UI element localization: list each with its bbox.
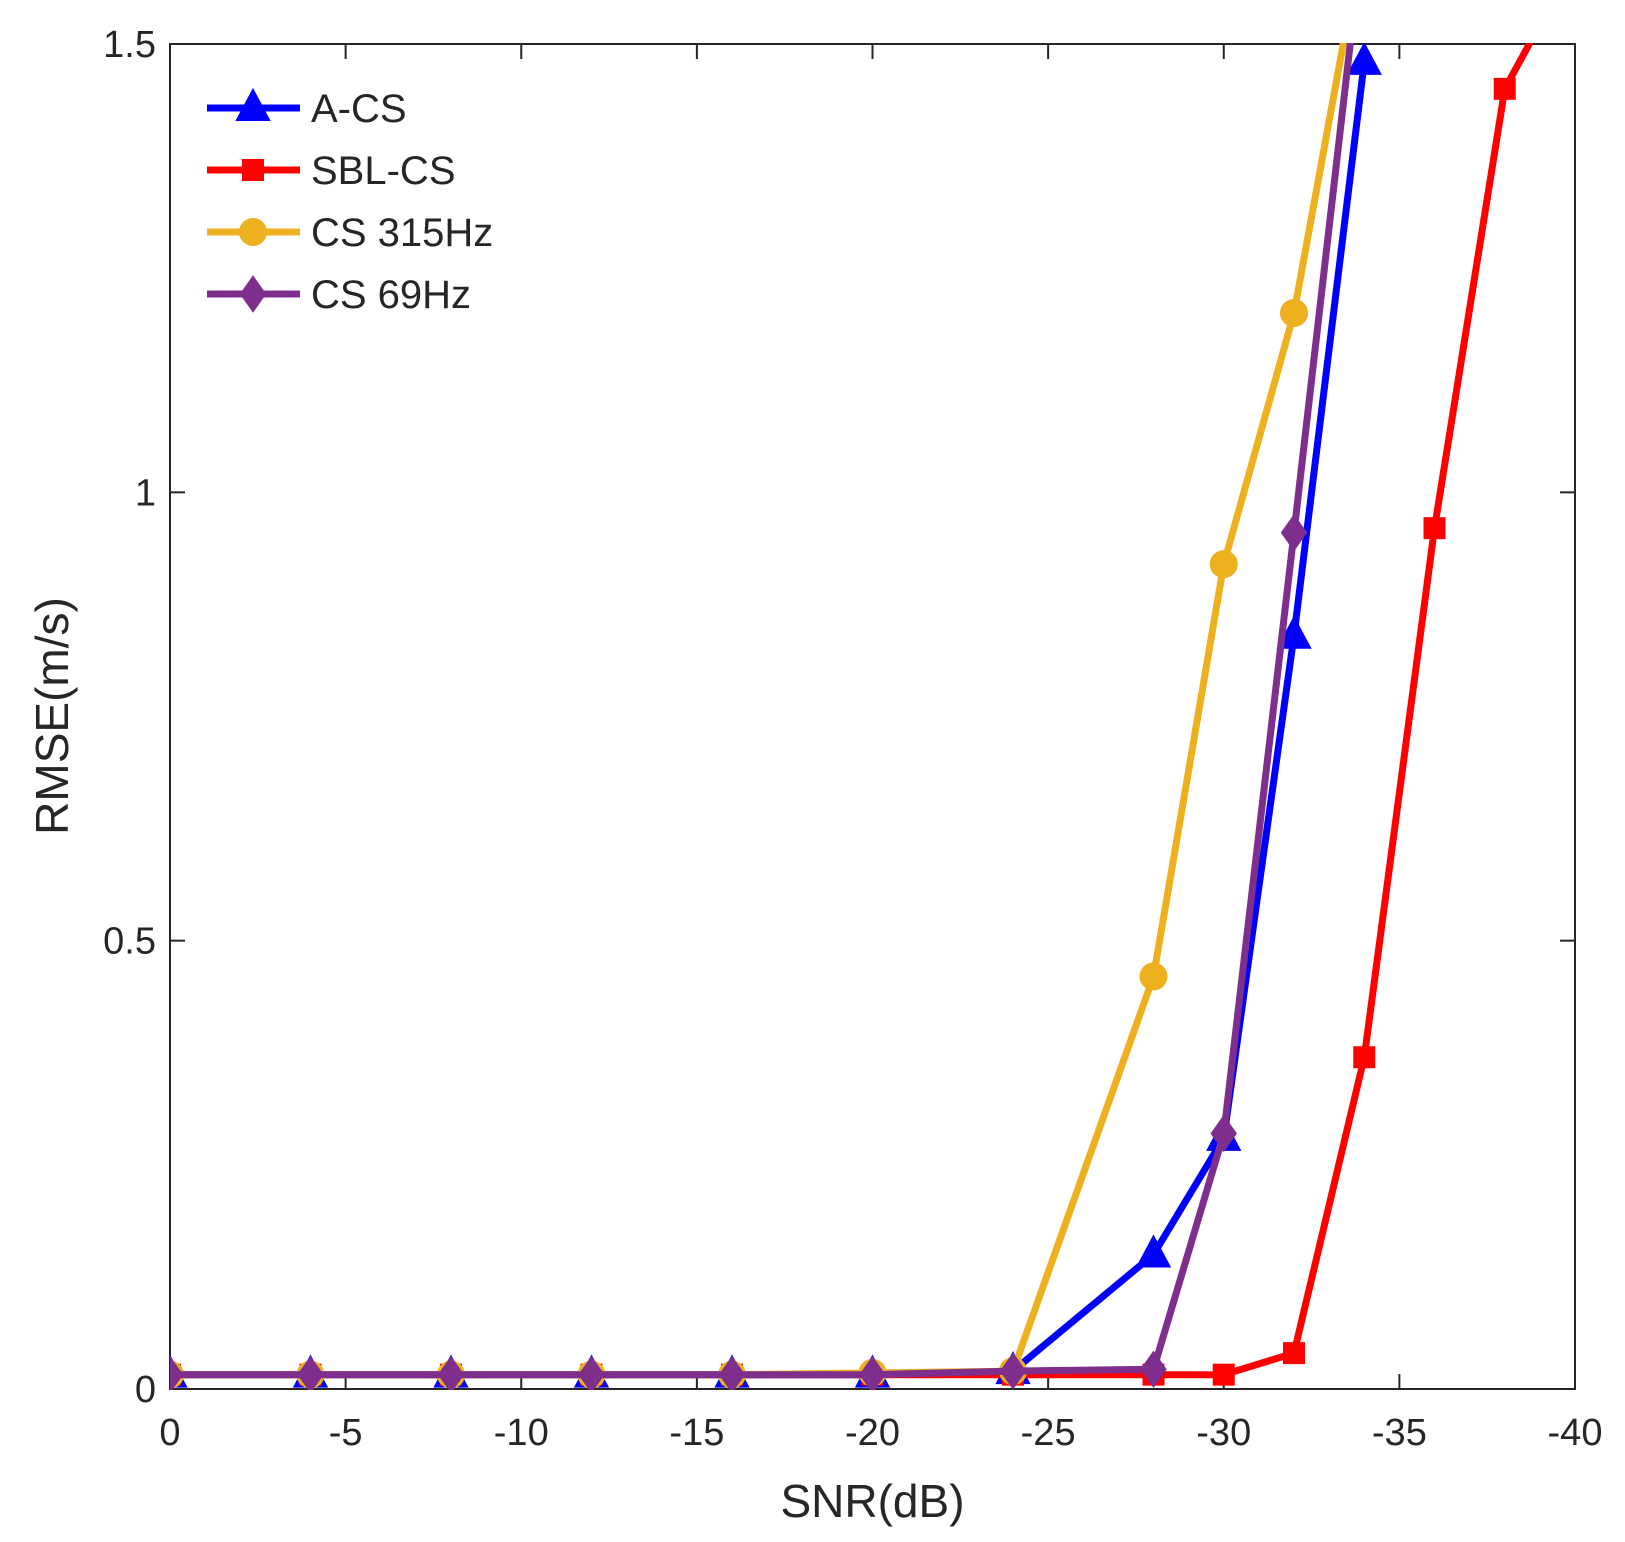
data-point-cs-69hz <box>1210 1114 1237 1153</box>
legend-marker <box>239 275 267 313</box>
data-point-cs-69hz <box>578 1355 605 1390</box>
y-tick-label: 1.5 <box>103 24 156 66</box>
x-axis-label: SNR(dB) <box>780 1475 964 1527</box>
x-tick-label: 0 <box>159 1412 180 1454</box>
data-point-cs-69hz <box>718 1355 746 1390</box>
data-point-cs-69hz <box>1140 1350 1167 1389</box>
legend-marker <box>235 87 271 121</box>
y-tick-label: 1 <box>135 472 156 514</box>
data-point-cs-69hz <box>297 1355 324 1390</box>
ticks: 0 -5 -10 -15 -20 -25 -30 -35 -40 0 0.5 1 1.5 <box>103 24 1602 1454</box>
legend-label: CS 69Hz <box>311 273 471 317</box>
data-point-sbl-cs <box>1283 1342 1305 1365</box>
x-tick-label: -40 <box>1548 1412 1603 1454</box>
data-point-sbl-cs <box>1353 1046 1376 1069</box>
data-point-a-cs <box>1135 1234 1172 1268</box>
data-point-cs-315hz <box>1209 550 1238 579</box>
legend-item-a-cs: A-CS <box>207 87 407 131</box>
data-point-sbl-cs <box>1423 517 1446 540</box>
x-tick-label: -35 <box>1372 1412 1427 1454</box>
x-tick-label: -15 <box>669 1412 724 1454</box>
x-tick-label: -10 <box>494 1412 549 1454</box>
data-point-sbl-cs <box>1212 1363 1235 1386</box>
data-point-sbl-cs <box>1493 77 1516 100</box>
legend-label: CS 315Hz <box>311 211 493 255</box>
series-cs-69hz <box>170 43 1354 1390</box>
legend-item-cs-69hz: CS 69Hz <box>207 273 471 317</box>
y-tick-label: 0 <box>135 1369 156 1411</box>
x-tick-label: -20 <box>845 1412 900 1454</box>
x-tick-label: -5 <box>329 1412 363 1454</box>
data-point-a-cs <box>1346 43 1382 75</box>
y-axis-label: RMSE(m/s) <box>26 597 78 835</box>
data-point-cs-69hz <box>170 1355 184 1390</box>
legend-item-cs-315hz: CS 315Hz <box>207 211 493 255</box>
data-point-cs-69hz <box>437 1355 465 1390</box>
legend-item-sbl-cs: SBL-CS <box>207 149 456 193</box>
legend-marker <box>242 159 264 181</box>
legend-label: A-CS <box>311 87 407 131</box>
data-point-cs-315hz <box>1280 299 1308 327</box>
legend: A-CS SBL-CS CS 315Hz CS 69Hz <box>207 87 493 317</box>
data-point-cs-69hz <box>999 1352 1027 1390</box>
data-point-cs-315hz <box>1139 962 1168 991</box>
data-point-cs-69hz <box>859 1355 886 1390</box>
data-series <box>170 43 1533 1390</box>
legend-marker <box>239 218 267 246</box>
x-tick-label: -25 <box>1021 1412 1076 1454</box>
legend-label: SBL-CS <box>311 149 456 193</box>
data-point-a-cs <box>1276 615 1312 649</box>
x-tick-label: -30 <box>1196 1412 1251 1454</box>
y-tick-label: 0.5 <box>103 921 156 963</box>
data-point-cs-69hz <box>1280 513 1308 552</box>
